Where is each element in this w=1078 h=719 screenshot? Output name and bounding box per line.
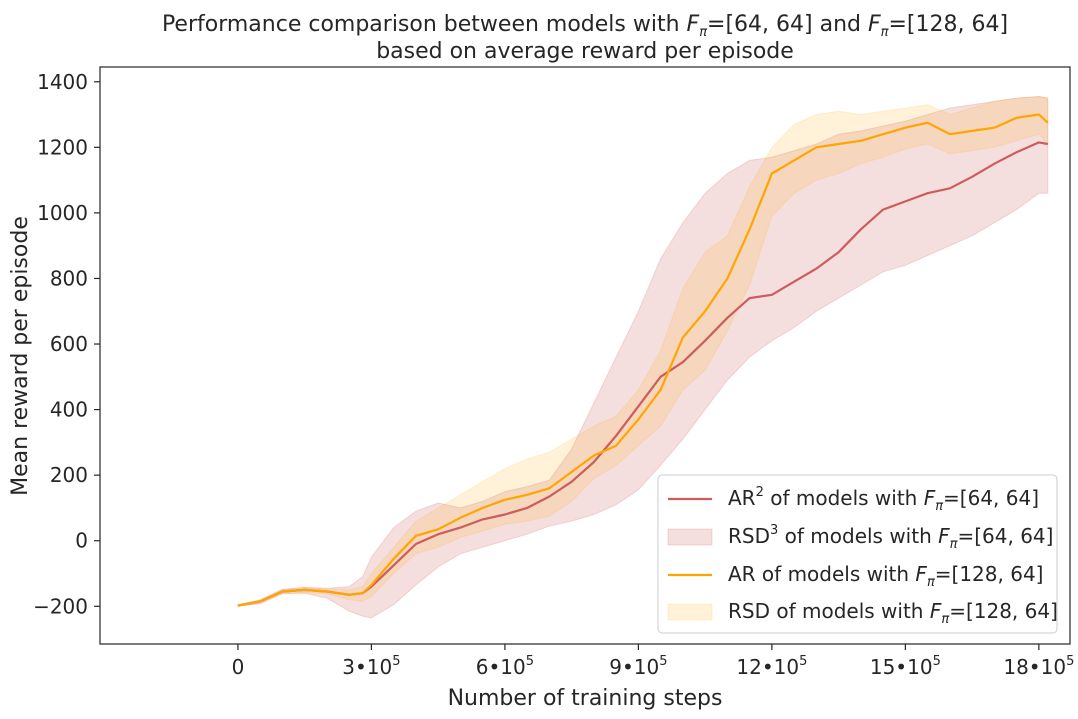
y-tick-label: −200: [33, 594, 88, 618]
line-ar_128_64: [237, 113, 1049, 607]
title-spec-b: =[128, 64]: [888, 12, 1008, 37]
y-tick-label: 1000: [37, 201, 88, 225]
legend-label-ar_64_64: AR2 of models with Fπ=[64, 64]: [728, 485, 1039, 514]
legend-prefix: RSD: [728, 524, 770, 548]
legend-symbol: F: [924, 486, 936, 510]
legend-footnote: 3: [770, 523, 778, 538]
legend-spec: =[64, 64]: [957, 524, 1053, 548]
legend-label-rsd_64_64: RSD3 of models with Fπ=[64, 64]: [728, 523, 1053, 552]
legend-symbol-sub: π: [941, 612, 949, 627]
legend-box: [657, 474, 1058, 634]
legend-suffix: of models with: [770, 599, 930, 623]
legend-spec: =[64, 64]: [943, 486, 1039, 510]
x-tick-label: 12•105: [736, 654, 807, 679]
plot-frame: [99, 66, 1071, 645]
y-tick-label: 800: [50, 266, 88, 290]
x-tick-label-exp: 5: [799, 654, 807, 669]
y-tick-label: 400: [50, 398, 88, 422]
chart-title-line2: based on average reward per episode: [376, 39, 794, 64]
title-prefix: Performance comparison between models wi…: [162, 12, 687, 37]
title-mid: and: [813, 12, 868, 37]
x-tick-label: 9•105: [609, 654, 667, 679]
legend: AR2 of models with Fπ=[64, 64]RSD3 of mo…: [657, 474, 1058, 634]
x-tick-label: 15•105: [870, 654, 941, 679]
x-tick-label-base: 18•10: [1003, 655, 1066, 679]
title-symbol-b: F: [868, 12, 881, 37]
chart-title-line1: Performance comparison between models wi…: [162, 12, 1008, 40]
y-tick-label: 0: [75, 529, 88, 553]
legend-spec: =[128, 64]: [935, 562, 1044, 586]
y-tick-label: 600: [50, 332, 88, 356]
legend-suffix: of models with: [778, 524, 938, 548]
legend-symbol-sub: π: [935, 499, 943, 514]
legend-prefix: AR: [728, 486, 756, 510]
legend-prefix: RSD: [728, 599, 770, 623]
x-tick-label-exp: 5: [526, 654, 534, 669]
legend-swatch-rsd_64_64: [667, 528, 713, 546]
legend-swatch-rsd_128_64: [667, 603, 713, 621]
x-tick-label-base: 9•10: [609, 655, 659, 679]
x-tick-label-exp: 5: [659, 654, 667, 669]
legend-suffix: of models with: [756, 562, 916, 586]
legend-symbol-sub: π: [950, 537, 958, 552]
x-tick-label-exp: 5: [1066, 654, 1074, 669]
title-spec-a: =[64, 64]: [707, 12, 813, 37]
y-tick-label: 1200: [37, 135, 88, 159]
x-tick-label-base: 0: [232, 655, 245, 679]
x-tick-label-base: 12•10: [736, 655, 799, 679]
x-tick-label: 3•105: [342, 654, 400, 679]
legend-footnote: 2: [756, 485, 764, 500]
x-tick-label: 0: [232, 655, 245, 679]
x-tick-label-exp: 5: [933, 654, 941, 669]
legend-spec: =[128, 64]: [949, 599, 1058, 623]
lines-layer: [237, 113, 1049, 607]
legend-label-ar_128_64: AR of models with Fπ=[128, 64]: [728, 562, 1043, 590]
x-tick-label: 18•105: [1003, 654, 1074, 679]
legend-symbol: F: [915, 562, 927, 586]
legend-prefix: AR: [728, 562, 756, 586]
legend-symbol: F: [938, 524, 950, 548]
legend-symbol-sub: π: [927, 575, 935, 590]
legend-label-rsd_128_64: RSD of models with Fπ=[128, 64]: [728, 599, 1058, 627]
x-ticks: 0 3•105 6•105 9•105 12•105 15•105 18•105: [232, 644, 1074, 679]
x-tick-label-base: 6•10: [476, 655, 526, 679]
y-tick-label: 1400: [37, 70, 88, 94]
title-symbol-b-sub: π: [881, 25, 889, 40]
x-tick-label-base: 15•10: [870, 655, 933, 679]
x-tick-label-base: 3•10: [342, 655, 392, 679]
title-symbol-a: F: [687, 12, 700, 37]
x-axis-label: Number of training steps: [448, 686, 723, 711]
y-axis-label: Mean reward per episode: [8, 216, 33, 496]
y-tick-label: 200: [50, 463, 88, 487]
x-tick-label-exp: 5: [392, 654, 400, 669]
title-symbol-a-sub: π: [699, 25, 707, 40]
y-ticks: −200 0 200 400 600 800 1000 1200 1400: [33, 70, 100, 618]
x-tick-label: 6•105: [476, 654, 534, 679]
band-rsd_64_64: [237, 95, 1049, 619]
legend-suffix: of models with: [764, 486, 924, 510]
legend-symbol: F: [930, 599, 942, 623]
